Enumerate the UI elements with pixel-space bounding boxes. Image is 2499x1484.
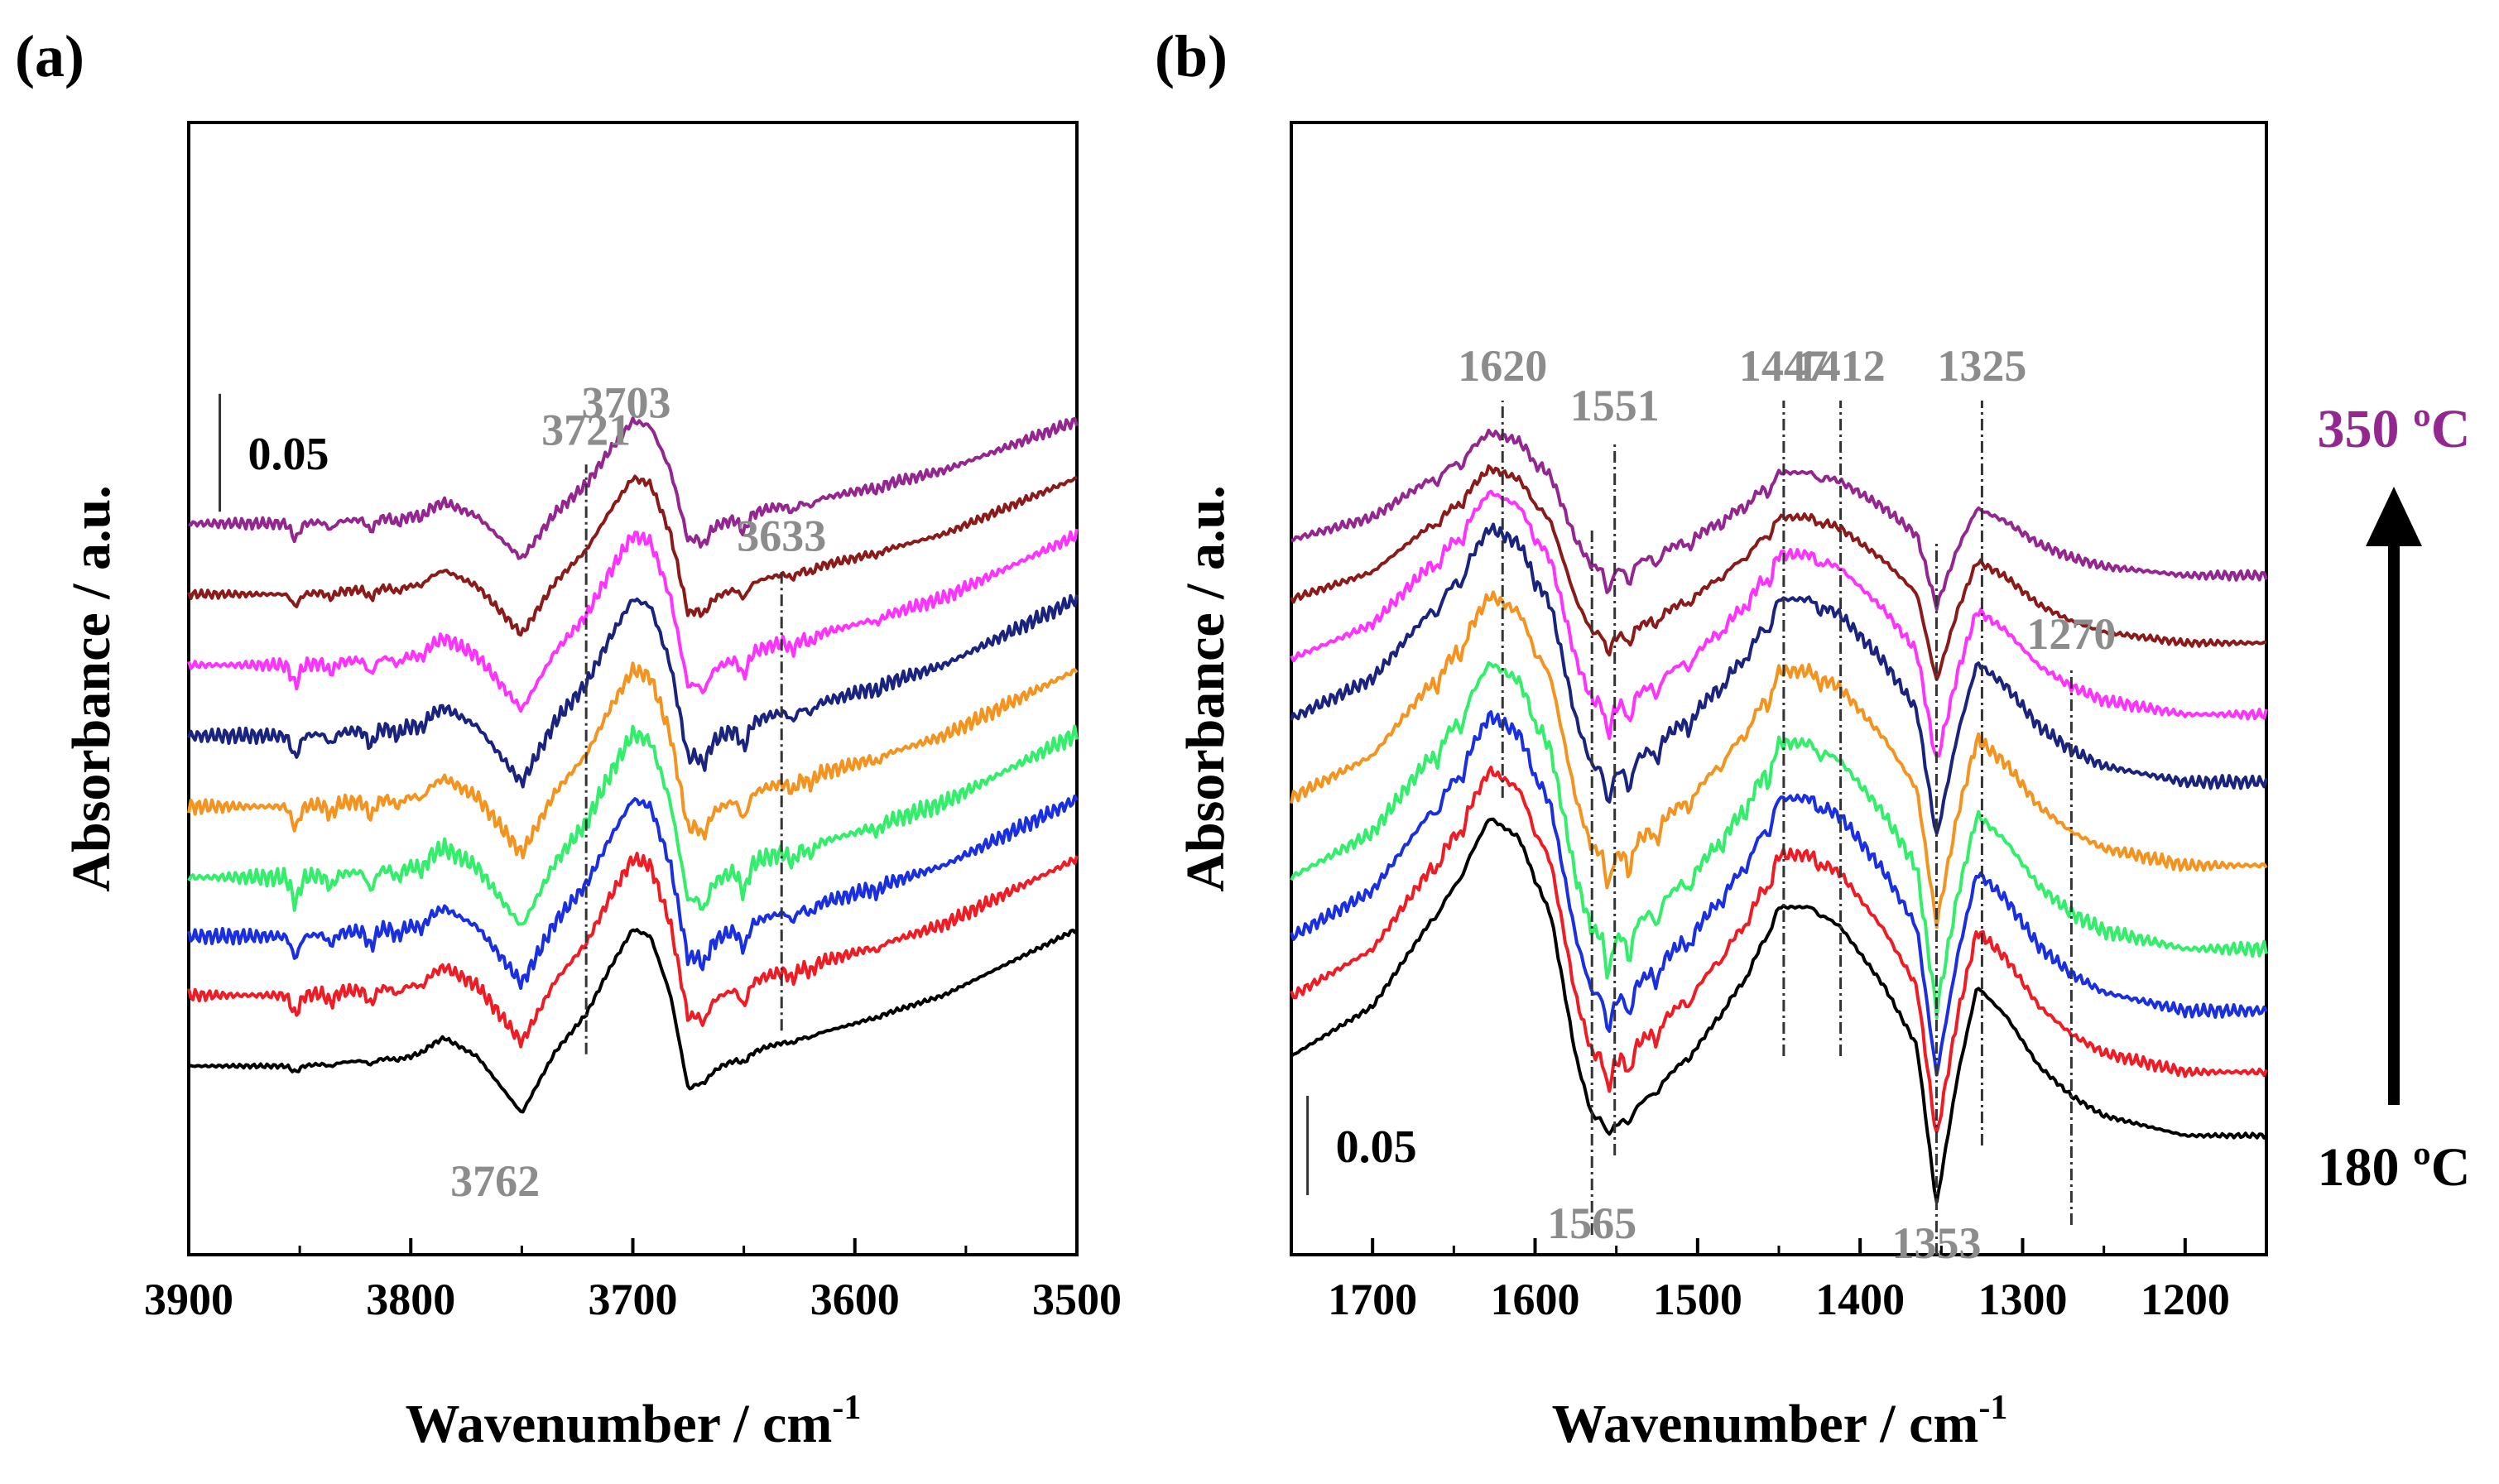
x-ticks-b: 1700 1600 1500 1400 1300 1200 (1290, 1238, 2268, 1324)
reference-label-b-1551: 1551 (1570, 381, 1660, 430)
peak-label-a-3762: 3762 (450, 1156, 540, 1206)
y-axis-label-b: Absorbance / a.u. (1175, 485, 1236, 891)
series-line-a-4 (187, 661, 1079, 860)
x-tick-label-b-1300: 1300 (1978, 1275, 2068, 1324)
series-group-a (187, 416, 1079, 1114)
reference-label-b-1270: 1270 (2026, 609, 2116, 659)
series-line-a-7 (187, 474, 1078, 637)
x-axis-label-b-sup: -1 (1978, 1389, 2007, 1427)
reference-label-b-1412: 1412 (1796, 341, 1886, 391)
x-axis-label-b: Wavenumber / cm-1 (1552, 1389, 2008, 1454)
series-line-b-3 (1290, 660, 2268, 1020)
series-line-a-6 (187, 528, 1079, 713)
x-axis-label-a: Wavenumber / cm-1 (406, 1389, 862, 1454)
series-line-a-3 (187, 724, 1079, 926)
series-line-b-8 (1290, 428, 2268, 611)
reference-lines-a: 3721 3633 3703 3762 (450, 377, 826, 1206)
x-axis-label-a-sup: -1 (832, 1389, 861, 1427)
x-tick-label-a-3700: 3700 (589, 1275, 678, 1324)
y-axis-label-a: Absorbance / a.u. (61, 485, 122, 891)
temperature-label-top: 350 ºC (2318, 399, 2471, 459)
x-tick-label-a-3900: 3900 (144, 1275, 233, 1324)
temperature-label-bottom: 180 ºC (2318, 1137, 2471, 1198)
x-ticks-a: 3900 3800 3700 3600 3500 (144, 1238, 1122, 1324)
reference-label-a-3721: 3721 (541, 405, 631, 454)
x-axis-label-a-text: Wavenumber / cm (406, 1394, 833, 1454)
reference-label-a-3633: 3633 (737, 511, 826, 561)
x-tick-label-b-1500: 1500 (1653, 1275, 1742, 1324)
x-tick-label-a-3500: 3500 (1032, 1275, 1122, 1324)
series-line-a-0 (188, 928, 1079, 1114)
temperature-arrow-head (2366, 487, 2422, 546)
x-tick-label-b-1400: 1400 (1815, 1275, 1905, 1324)
scale-bar-a: 0.05 (219, 393, 329, 512)
reference-label-b-1353: 1353 (1891, 1218, 1981, 1268)
series-line-b-0 (1290, 817, 2268, 1204)
scale-bar-label-a: 0.05 (248, 429, 329, 480)
scale-bar-label-b: 0.05 (1336, 1121, 1417, 1173)
panel-a: 3721 3633 3703 3762 3900 3800 3700 3600 3500 0.… (61, 121, 1122, 1454)
x-tick-label-b-1700: 1700 (1328, 1275, 1417, 1324)
series-line-b-6 (1290, 489, 2268, 758)
x-tick-label-a-3600: 3600 (810, 1275, 900, 1324)
series-line-b-1 (1290, 766, 2268, 1134)
series-line-a-1 (187, 852, 1079, 1049)
reference-label-b-1447: 1447 (1739, 341, 1829, 391)
series-line-a-5 (187, 593, 1079, 789)
series-line-a-8 (188, 416, 1079, 560)
series-group-b (1290, 428, 2268, 1204)
peak-label-a-3703: 3703 (581, 377, 670, 427)
panel-label-a: (a) (15, 23, 84, 89)
series-line-b-2 (1290, 710, 2268, 1077)
scale-bar-b: 0.05 (1306, 1096, 1417, 1195)
reference-label-b-1325: 1325 (1937, 341, 2026, 391)
reference-label-b-1565: 1565 (1547, 1198, 1636, 1248)
series-line-b-4 (1290, 590, 2268, 929)
x-tick-label-b-1600: 1600 (1491, 1275, 1580, 1324)
x-tick-label-b-1200: 1200 (2141, 1275, 2230, 1324)
reference-label-b-1620: 1620 (1458, 341, 1547, 391)
x-tick-label-a-3800: 3800 (366, 1275, 455, 1324)
series-line-b-7 (1290, 464, 2267, 681)
series-line-b-5 (1290, 522, 2268, 835)
panel-label-b: (b) (1155, 23, 1228, 89)
x-axis-label-b-text: Wavenumber / cm (1552, 1394, 1979, 1454)
plot-frame-a (187, 121, 1079, 1256)
series-line-a-2 (187, 794, 1079, 990)
